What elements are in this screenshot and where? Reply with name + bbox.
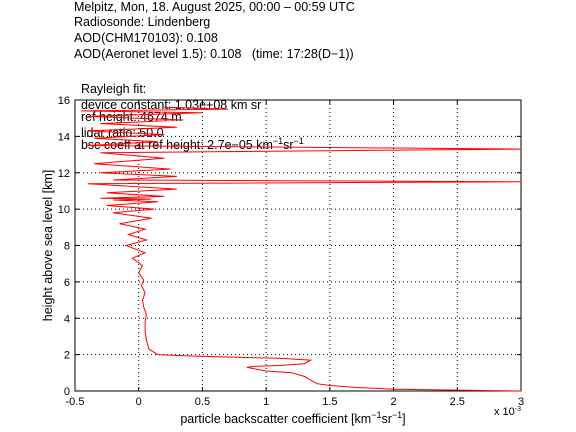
y-tick-label: 16: [58, 95, 70, 107]
header-radiosonde: Radiosonde: Lindenberg: [74, 15, 211, 29]
plot-frame: [74, 99, 522, 392]
y-tick-label: 12: [58, 168, 70, 180]
y-tick-label: 8: [64, 241, 70, 253]
profile-series-line: [81, 106, 522, 392]
rayleigh-fit-label: Rayleigh fit:: [80, 82, 147, 96]
y-tick-label: 6: [64, 277, 70, 289]
x-axis-multiplier: x 10-3: [494, 406, 521, 418]
y-axis-title: height above sea level [km]: [41, 170, 55, 321]
axis-ticks: [74, 99, 522, 392]
x-tick-label: 0.5: [195, 396, 210, 408]
device-constant-text: device constant: 1.03e+08 km sr: [80, 98, 262, 112]
grid-lines: [75, 100, 521, 391]
header-aod-aeronet: AOD(Aeronet level 1.5): 0.108 (time: 17:…: [74, 47, 354, 61]
bsc-coeff-text: bsc coeff at ref height: 2.7e−05 km−1sr−…: [80, 136, 304, 153]
x-tick-label: 3: [518, 396, 524, 408]
y-tick-label: 10: [58, 204, 70, 216]
x-tick-label: 1.5: [322, 396, 337, 408]
x-tick-label: 1: [263, 396, 269, 408]
y-tick-label: 2: [64, 350, 70, 362]
x-tick-label: 2: [391, 396, 397, 408]
x-tick-label: 0: [136, 396, 142, 408]
y-tick-label: 4: [64, 313, 70, 325]
y-tick-label: 0: [64, 386, 70, 398]
header-aod-chm: AOD(CHM170103): 0.108: [74, 31, 218, 45]
y-tick-label: 14: [58, 131, 70, 143]
x-tick-label: 2.5: [450, 396, 465, 408]
rayleigh-fit-row: Rayleigh fit: ref height: 4674 m bsc coe…: [74, 68, 304, 152]
x-tick-label: -0.5: [66, 396, 85, 408]
ref-height-text: ref height: 4674 m: [80, 110, 182, 124]
x-axis-title: particle backscatter coefficient [km−1sr…: [180, 410, 405, 426]
header-site-date: Melpitz, Mon, 18. August 2025, 00:00 – 0…: [74, 0, 355, 14]
